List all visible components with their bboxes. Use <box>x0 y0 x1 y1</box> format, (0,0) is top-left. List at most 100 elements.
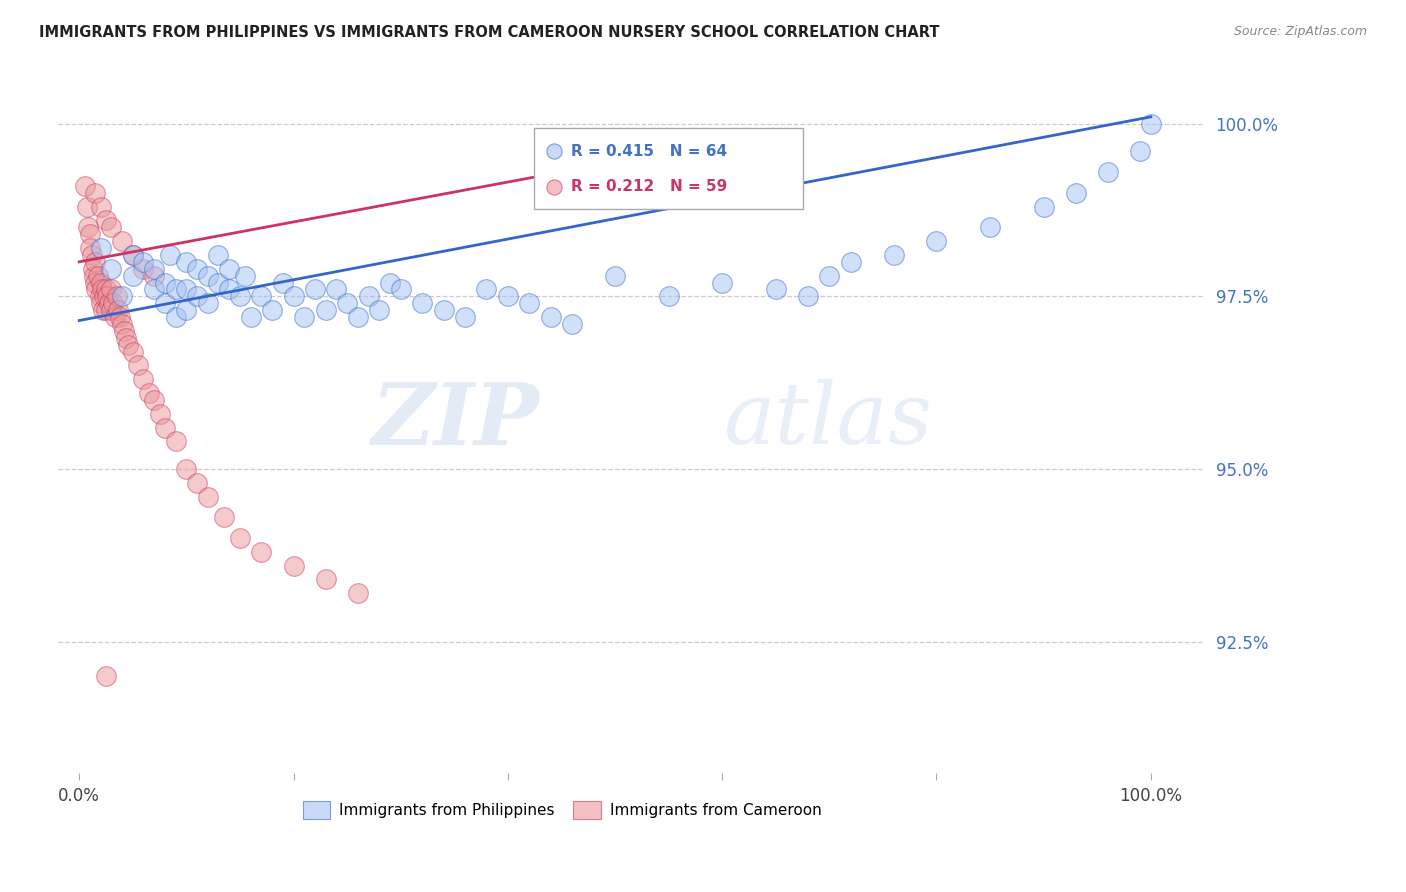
Point <box>93 289 115 303</box>
Point <box>186 289 208 303</box>
Point <box>1097 165 1119 179</box>
Point <box>475 282 498 296</box>
Point <box>765 282 787 296</box>
Point <box>561 317 583 331</box>
Point <box>73 178 96 193</box>
Point <box>197 490 219 504</box>
Point <box>76 220 98 235</box>
Point <box>818 268 841 283</box>
Point <box>98 296 121 310</box>
Point <box>143 392 166 407</box>
Point <box>1140 117 1163 131</box>
Point <box>121 248 143 262</box>
Point <box>283 558 305 573</box>
Point <box>90 276 112 290</box>
Point <box>197 268 219 283</box>
Point <box>1064 186 1087 200</box>
Text: atlas: atlas <box>723 379 932 462</box>
Point <box>100 261 122 276</box>
Point <box>797 289 820 303</box>
Point <box>90 241 112 255</box>
Point <box>197 296 219 310</box>
Point <box>229 289 252 303</box>
Point <box>90 282 112 296</box>
Point <box>100 220 122 235</box>
Point <box>207 248 229 262</box>
Point <box>250 289 273 303</box>
Point <box>103 296 125 310</box>
Point <box>153 276 176 290</box>
Point <box>94 213 117 227</box>
Point <box>121 268 143 283</box>
Point <box>84 186 107 200</box>
Point <box>229 531 252 545</box>
Point <box>176 303 198 318</box>
Point <box>239 310 262 324</box>
Point <box>207 276 229 290</box>
Point <box>117 337 139 351</box>
Point <box>127 359 149 373</box>
Point <box>159 248 181 262</box>
Point <box>108 310 131 324</box>
Point <box>346 310 368 324</box>
Point <box>378 276 401 290</box>
Point <box>87 268 110 283</box>
Text: IMMIGRANTS FROM PHILIPPINES VS IMMIGRANTS FROM CAMEROON NURSERY SCHOOL CORRELATI: IMMIGRANTS FROM PHILIPPINES VS IMMIGRANT… <box>39 25 939 40</box>
Point <box>79 227 101 242</box>
Point <box>292 310 315 324</box>
Point <box>86 282 108 296</box>
Point <box>186 261 208 276</box>
Point <box>96 289 118 303</box>
Point <box>432 303 454 318</box>
Point <box>176 282 198 296</box>
Point <box>94 669 117 683</box>
Point <box>132 372 155 386</box>
Point <box>839 255 862 269</box>
Point <box>250 545 273 559</box>
Point <box>153 420 176 434</box>
Point <box>346 586 368 600</box>
Point <box>90 200 112 214</box>
Point <box>315 303 337 318</box>
Point <box>89 289 111 303</box>
Point <box>132 255 155 269</box>
Point <box>82 261 104 276</box>
Point <box>304 282 326 296</box>
Point <box>1129 145 1152 159</box>
Point <box>76 200 98 214</box>
Text: R = 0.212   N = 59: R = 0.212 N = 59 <box>571 179 728 194</box>
Point <box>411 296 433 310</box>
Point <box>153 296 176 310</box>
Point <box>658 289 681 303</box>
Point <box>105 289 128 303</box>
Point <box>176 462 198 476</box>
Point <box>132 261 155 276</box>
Point <box>84 255 107 269</box>
Point <box>925 234 948 248</box>
Point <box>112 324 135 338</box>
Text: ZIP: ZIP <box>371 379 540 462</box>
Point <box>103 310 125 324</box>
Point <box>368 303 391 318</box>
Point <box>389 282 412 296</box>
Point <box>111 234 134 248</box>
Point <box>540 310 562 324</box>
Point <box>233 268 256 283</box>
Point <box>325 282 347 296</box>
Point <box>100 282 122 296</box>
Point <box>496 289 519 303</box>
Point <box>454 310 477 324</box>
Point <box>138 386 160 401</box>
Point <box>83 268 105 283</box>
Point <box>271 276 294 290</box>
Point <box>176 255 198 269</box>
Point <box>143 268 166 283</box>
Point <box>165 310 187 324</box>
Point <box>1032 200 1054 214</box>
Text: R = 0.415   N = 64: R = 0.415 N = 64 <box>571 144 727 159</box>
Point <box>111 317 134 331</box>
Point <box>883 248 905 262</box>
Point <box>80 248 103 262</box>
Point <box>107 303 129 318</box>
Point <box>115 331 138 345</box>
